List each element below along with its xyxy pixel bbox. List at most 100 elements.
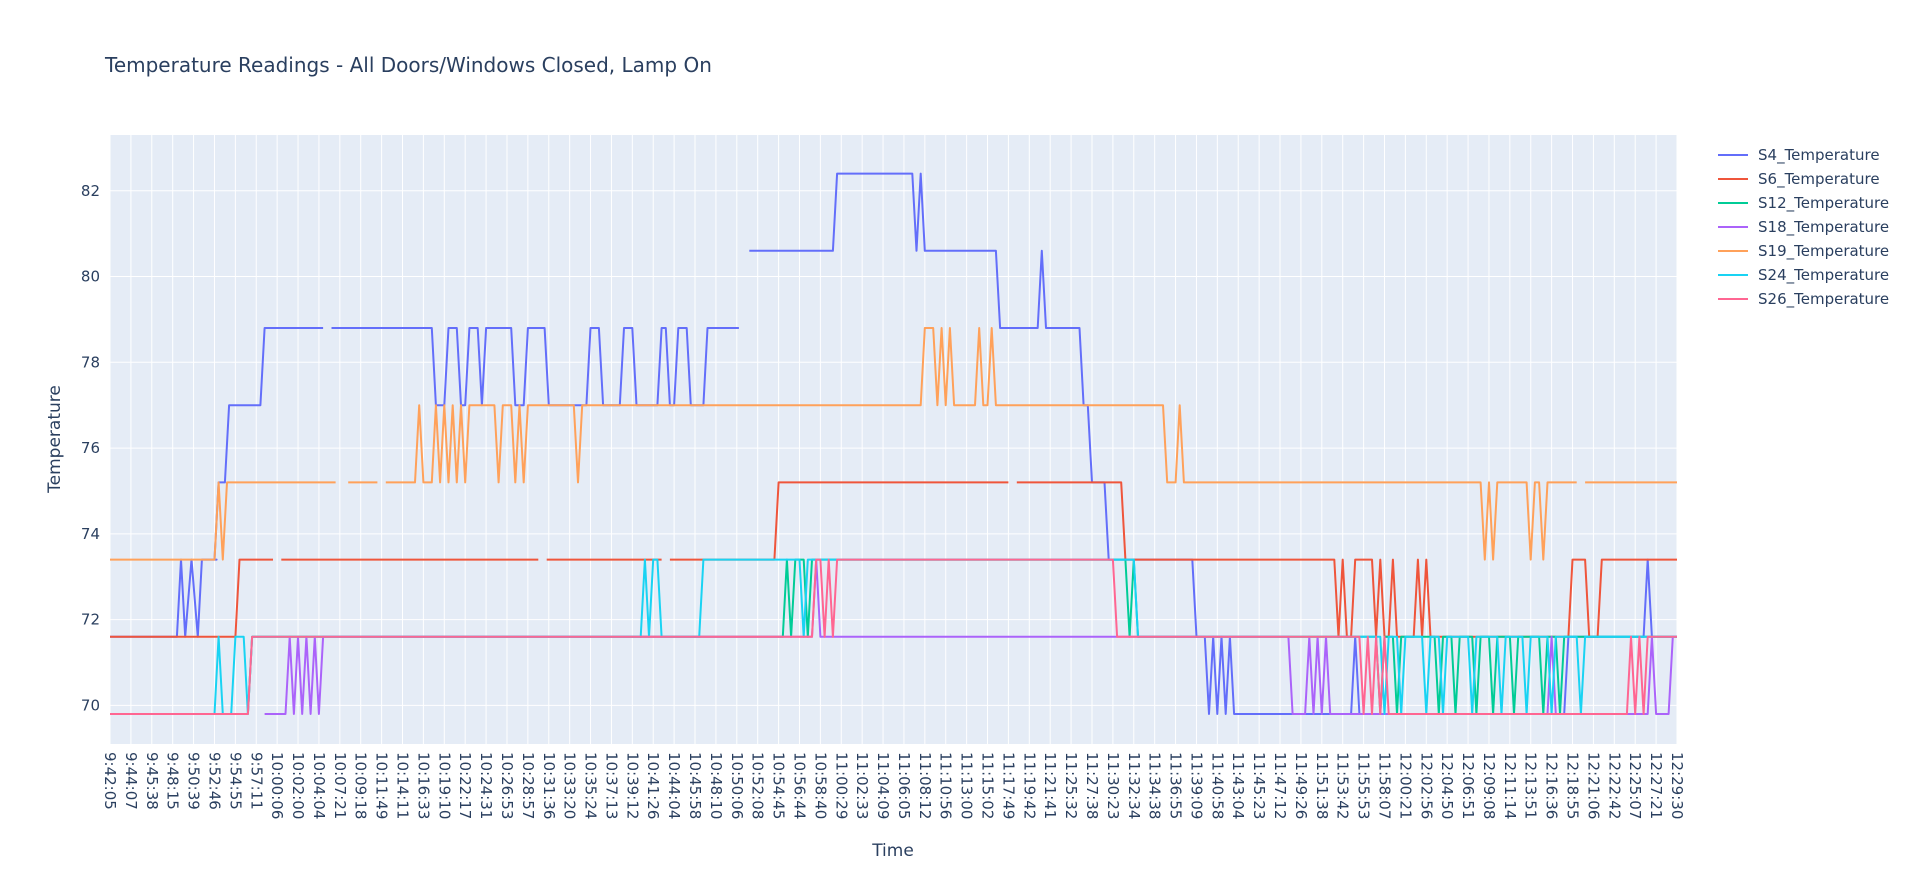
x-tick-label: 10:07:21 bbox=[331, 752, 349, 819]
x-tick-label: 11:32:34 bbox=[1125, 752, 1143, 819]
legend-label: S24_Temperature bbox=[1758, 266, 1889, 285]
x-tick-label: 10:04:04 bbox=[310, 752, 328, 819]
x-tick-label: 10:45:58 bbox=[686, 752, 704, 819]
legend-item[interactable]: S24_Temperature bbox=[1718, 266, 1889, 285]
series-line-S26_Temperature bbox=[110, 558, 1677, 715]
legend-label: S6_Temperature bbox=[1758, 170, 1880, 189]
x-tick-label: 11:49:26 bbox=[1292, 752, 1310, 819]
x-tick-label: 11:53:42 bbox=[1334, 752, 1352, 819]
x-tick-label: 11:27:38 bbox=[1083, 752, 1101, 819]
x-tick-label: 11:58:07 bbox=[1375, 752, 1393, 819]
x-tick-label: 9:54:55 bbox=[226, 752, 244, 810]
x-tick-label: 10:00:06 bbox=[268, 752, 286, 819]
x-tick-label: 10:19:10 bbox=[435, 752, 453, 819]
x-tick-label: 9:50:39 bbox=[185, 752, 203, 810]
x-tick-label: 10:44:04 bbox=[665, 752, 683, 819]
x-tick-label: 11:00:29 bbox=[832, 752, 850, 819]
x-tick-label: 11:34:38 bbox=[1146, 752, 1164, 819]
x-tick-label: 10:02:00 bbox=[289, 752, 307, 819]
y-tick-label: 76 bbox=[81, 439, 100, 457]
x-tick-label: 10:48:10 bbox=[707, 752, 725, 819]
x-tick-label: 12:06:51 bbox=[1459, 752, 1477, 819]
series-line-S6_Temperature bbox=[110, 481, 1677, 638]
x-tick-label: 10:33:20 bbox=[561, 752, 579, 819]
x-tick-label: 12:25:07 bbox=[1626, 752, 1644, 819]
y-axis-ticks: 70 72 74 76 78 80 82 bbox=[81, 182, 100, 715]
legend-item[interactable]: S12_Temperature bbox=[1718, 194, 1889, 213]
series-line-S19_Temperature bbox=[110, 327, 1677, 561]
x-tick-label: 11:21:41 bbox=[1041, 752, 1059, 819]
x-tick-label: 11:13:00 bbox=[958, 752, 976, 819]
legend-item[interactable]: S19_Temperature bbox=[1718, 242, 1889, 261]
x-tick-label: 10:58:40 bbox=[811, 752, 829, 819]
x-tick-label: 9:45:38 bbox=[143, 752, 161, 810]
y-tick-label: 72 bbox=[81, 611, 100, 629]
x-tick-label: 11:39:09 bbox=[1187, 752, 1205, 819]
x-tick-label: 11:04:09 bbox=[874, 752, 892, 819]
legend-label: S12_Temperature bbox=[1758, 194, 1889, 213]
legend-item[interactable]: S6_Temperature bbox=[1718, 170, 1880, 189]
x-tick-label: 10:54:45 bbox=[770, 752, 788, 819]
x-tick-label: 12:02:56 bbox=[1417, 752, 1435, 819]
y-tick-label: 80 bbox=[81, 268, 100, 286]
x-tick-label: 11:06:05 bbox=[895, 752, 913, 819]
y-tick-label: 74 bbox=[81, 525, 100, 543]
x-tick-label: 10:11:49 bbox=[373, 752, 391, 819]
x-tick-label: 11:15:02 bbox=[979, 752, 997, 819]
legend[interactable]: S4_Temperature S6_Temperature S12_Temperat… bbox=[1718, 146, 1889, 309]
x-tick-label: 12:22:42 bbox=[1605, 752, 1623, 819]
chart-title: Temperature Readings - All Doors/Windows… bbox=[104, 53, 712, 77]
legend-label: S4_Temperature bbox=[1758, 146, 1880, 165]
x-tick-label: 12:00:21 bbox=[1396, 752, 1414, 819]
x-tick-label: 11:10:56 bbox=[937, 752, 955, 819]
x-tick-label: 10:22:17 bbox=[456, 752, 474, 819]
legend-label: S19_Temperature bbox=[1758, 242, 1889, 261]
x-tick-label: 9:57:11 bbox=[247, 752, 265, 810]
x-tick-label: 12:16:36 bbox=[1543, 752, 1561, 819]
x-tick-label: 10:31:36 bbox=[540, 752, 558, 819]
legend-item[interactable]: S4_Temperature bbox=[1718, 146, 1880, 165]
x-tick-label: 10:24:31 bbox=[477, 752, 495, 819]
x-tick-label: 12:09:08 bbox=[1480, 752, 1498, 819]
x-tick-label: 10:14:11 bbox=[394, 752, 412, 819]
x-tick-label: 9:42:05 bbox=[101, 752, 119, 810]
y-tick-label: 70 bbox=[81, 696, 100, 714]
legend-label: S18_Temperature bbox=[1758, 218, 1889, 237]
x-tick-label: 10:35:24 bbox=[582, 752, 600, 819]
x-tick-label: 10:39:12 bbox=[623, 752, 641, 819]
legend-item[interactable]: S18_Temperature bbox=[1718, 218, 1889, 237]
x-tick-label: 12:21:06 bbox=[1584, 752, 1602, 819]
series-layer bbox=[110, 172, 1677, 715]
x-axis-ticks: 9:42:05 9:44:07 9:45:38 9:48:15 9:50:39 9:52:… bbox=[101, 752, 1686, 819]
x-tick-label: 9:44:07 bbox=[122, 752, 140, 810]
x-tick-label: 11:17:49 bbox=[999, 752, 1017, 819]
x-tick-label: 11:25:32 bbox=[1062, 752, 1080, 819]
legend-label: S26_Temperature bbox=[1758, 290, 1889, 309]
x-tick-label: 11:08:12 bbox=[916, 752, 934, 819]
x-tick-label: 11:36:55 bbox=[1167, 752, 1185, 819]
x-tick-label: 11:45:23 bbox=[1250, 752, 1268, 819]
x-tick-label: 10:37:13 bbox=[602, 752, 620, 819]
x-tick-label: 12:27:21 bbox=[1647, 752, 1665, 819]
x-tick-label: 12:18:55 bbox=[1564, 752, 1582, 819]
x-tick-label: 11:55:53 bbox=[1355, 752, 1373, 819]
x-axis-title: Time bbox=[871, 841, 914, 861]
plot-area bbox=[110, 135, 1677, 744]
y-tick-label: 78 bbox=[81, 353, 100, 371]
x-tick-label: 10:56:44 bbox=[790, 752, 808, 819]
x-tick-label: 9:48:15 bbox=[164, 752, 182, 810]
legend-item[interactable]: S26_Temperature bbox=[1718, 290, 1889, 309]
x-tick-label: 11:02:33 bbox=[853, 752, 871, 819]
x-tick-label: 11:19:42 bbox=[1020, 752, 1038, 819]
x-tick-label: 10:50:06 bbox=[728, 752, 746, 819]
x-tick-label: 12:13:51 bbox=[1522, 752, 1540, 819]
x-tick-label: 12:04:50 bbox=[1438, 752, 1456, 819]
x-tick-label: 12:11:14 bbox=[1501, 752, 1519, 819]
grid-lines bbox=[109, 135, 1678, 744]
x-tick-label: 11:40:58 bbox=[1208, 752, 1226, 819]
x-tick-label: 10:16:33 bbox=[414, 752, 432, 819]
x-tick-label: 10:52:08 bbox=[749, 752, 767, 819]
x-tick-label: 10:41:26 bbox=[644, 752, 662, 819]
x-tick-label: 10:09:18 bbox=[352, 752, 370, 819]
